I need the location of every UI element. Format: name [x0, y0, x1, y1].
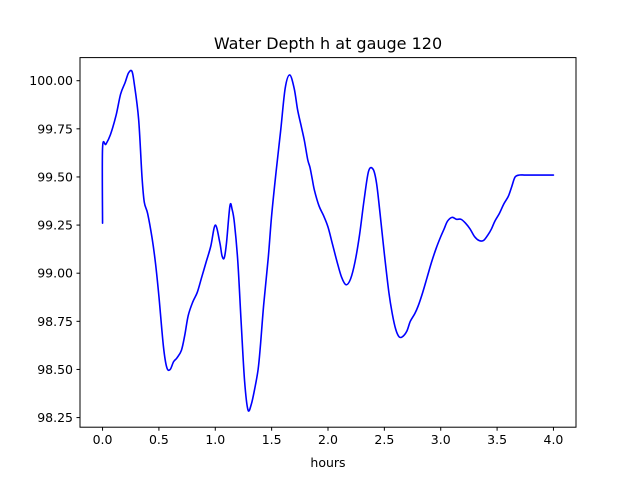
x-tick-label: 0.0 [93, 432, 113, 447]
series-line [101, 69, 555, 412]
y-tick-label: 99.25 [37, 218, 73, 233]
plot-area: 0.0 0.5 1.0 1.5 2.0 2.5 3.0 3.5 4.0 98.25 98.50 98.… [29, 69, 564, 447]
x-axis-label: hours [310, 455, 345, 470]
y-tick-label: 99.00 [37, 266, 73, 281]
y-tick-label: 98.75 [37, 314, 73, 329]
y-tick-label: 98.25 [37, 410, 73, 425]
x-tick-label: 1.5 [262, 432, 282, 447]
x-tick-label: 4.0 [544, 432, 564, 447]
y-tick-label: 100.00 [29, 73, 73, 88]
y-tick-label: 99.50 [37, 169, 73, 184]
x-tick-label: 2.0 [318, 432, 338, 447]
chart-title: Water Depth h at gauge 120 [214, 34, 442, 53]
x-tick-label: 2.5 [374, 432, 394, 447]
x-tick-label: 3.5 [487, 432, 507, 447]
y-tick-label: 99.75 [37, 121, 73, 136]
x-tick-label: 3.0 [431, 432, 451, 447]
plot-frame [79, 57, 577, 428]
y-tick-label: 98.50 [37, 362, 73, 377]
x-tick-label: 1.0 [205, 432, 225, 447]
x-tick-label: 0.5 [149, 432, 169, 447]
